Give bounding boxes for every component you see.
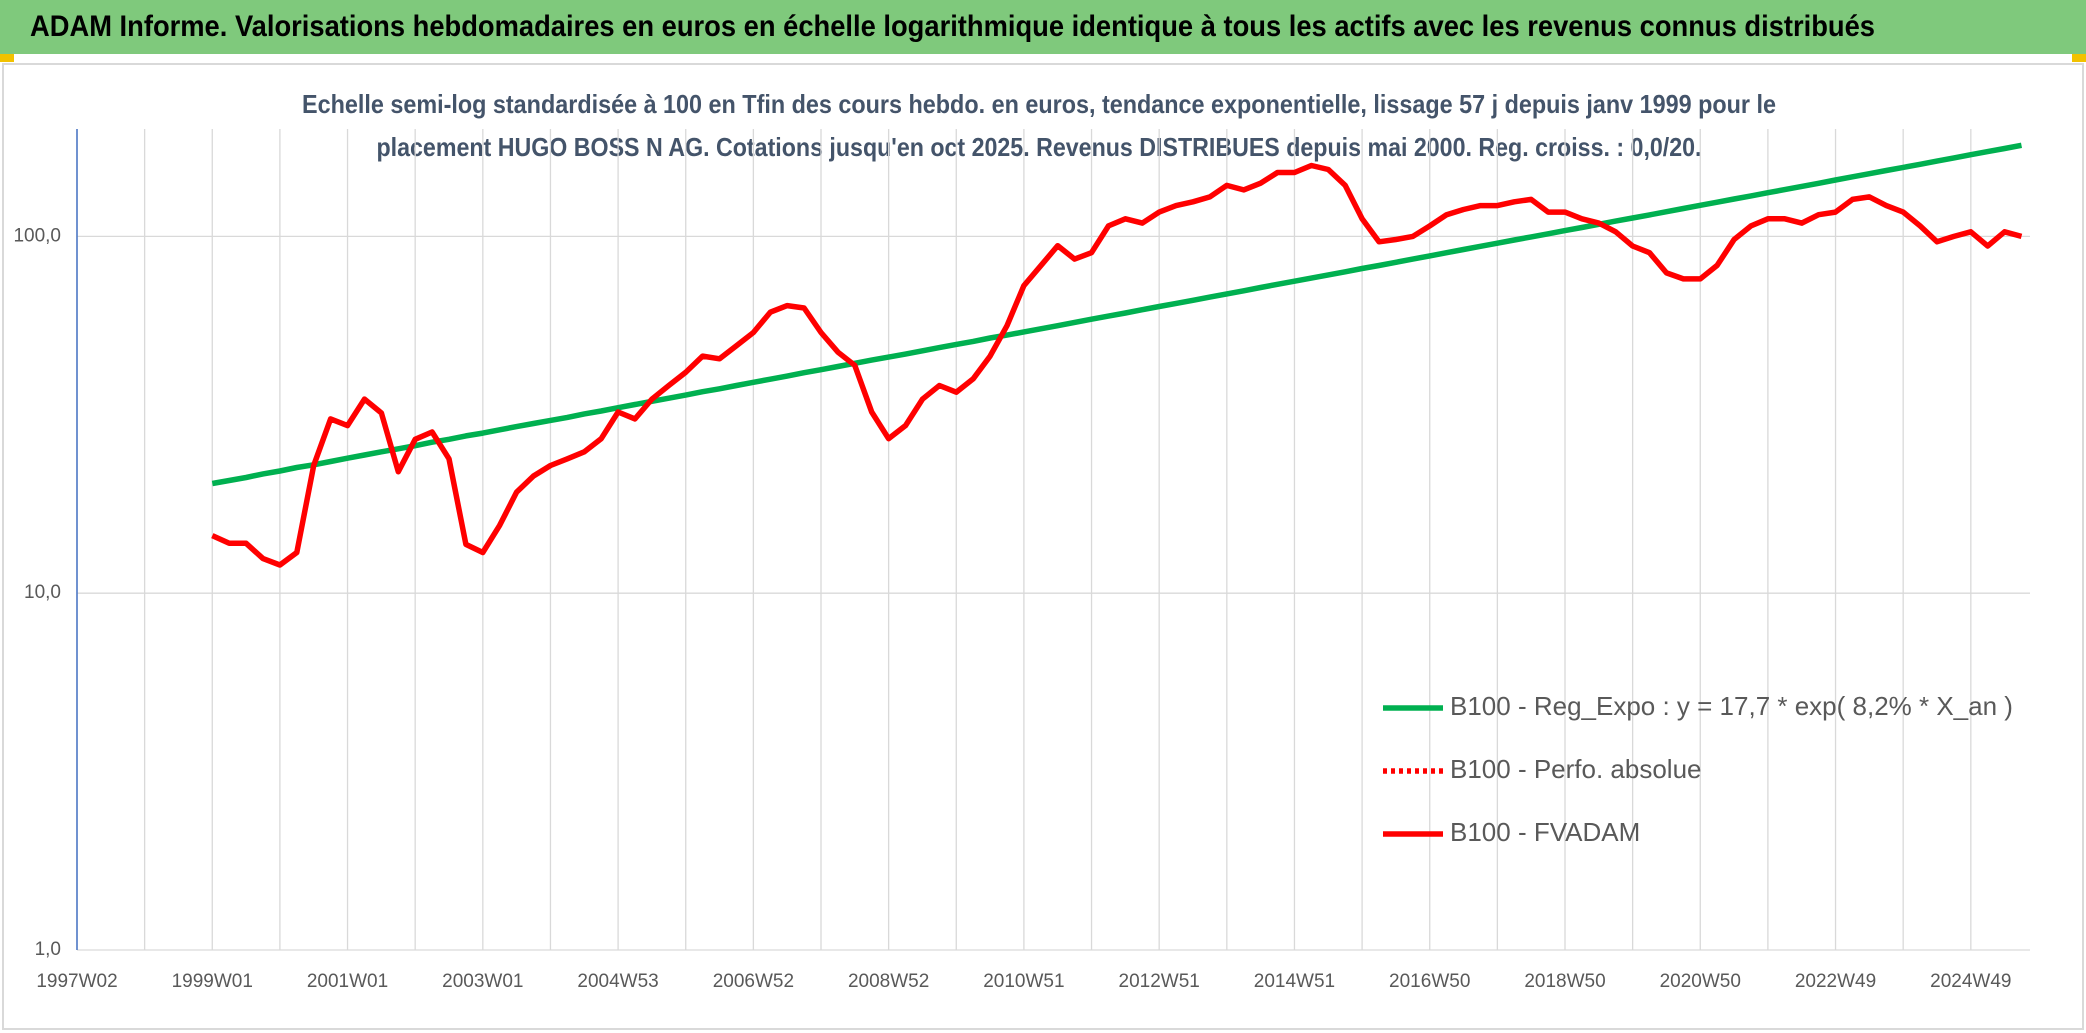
x-tick-label: 1999W01 (172, 971, 253, 992)
chart-title: ADAM Informe. Valorisations hebdomadaire… (30, 10, 1875, 43)
x-tick-label: 2001W01 (307, 971, 388, 992)
chart-subtitle: placement HUGO BOSS N AG. Cotations jusq… (377, 132, 1702, 162)
legend-label: B100 - FVADAM (1450, 817, 1640, 847)
x-tick-label: 2022W49 (1795, 971, 1876, 992)
corner-mark (2072, 54, 2086, 62)
data-line (211, 142, 2023, 487)
plot-frame (2, 63, 2084, 1030)
y-tick-label: 1,0 (35, 939, 61, 960)
chart-subtitle: Echelle semi-log standardisée à 100 en T… (302, 89, 1776, 119)
x-tick-label: 2012W51 (1119, 971, 1200, 992)
x-tick-label: 2014W51 (1254, 971, 1335, 992)
x-tick-label: 2018W50 (1524, 971, 1605, 992)
x-tick-label: 2010W51 (983, 971, 1064, 992)
data-line (211, 162, 2023, 568)
legend-label: B100 - Reg_Expo : y = 17,7 * exp( 8,2% *… (1450, 691, 2013, 721)
legend-label: B100 - Perfo. absolue (1450, 754, 1702, 784)
x-tick-label: 2004W53 (577, 971, 658, 992)
corner-mark (0, 54, 14, 62)
x-tick-label: 2008W52 (848, 971, 929, 992)
x-tick-label: 2003W01 (442, 971, 523, 992)
title-banner (0, 0, 2086, 54)
x-tick-label: 2020W50 (1660, 971, 1741, 992)
x-tick-label: 2024W49 (1930, 971, 2011, 992)
x-tick-label: 1997W02 (36, 971, 117, 992)
y-tick-label: 10,0 (24, 582, 61, 603)
x-tick-label: 2006W52 (713, 971, 794, 992)
x-tick-label: 2016W50 (1389, 971, 1470, 992)
y-tick-label: 100,0 (13, 225, 61, 246)
